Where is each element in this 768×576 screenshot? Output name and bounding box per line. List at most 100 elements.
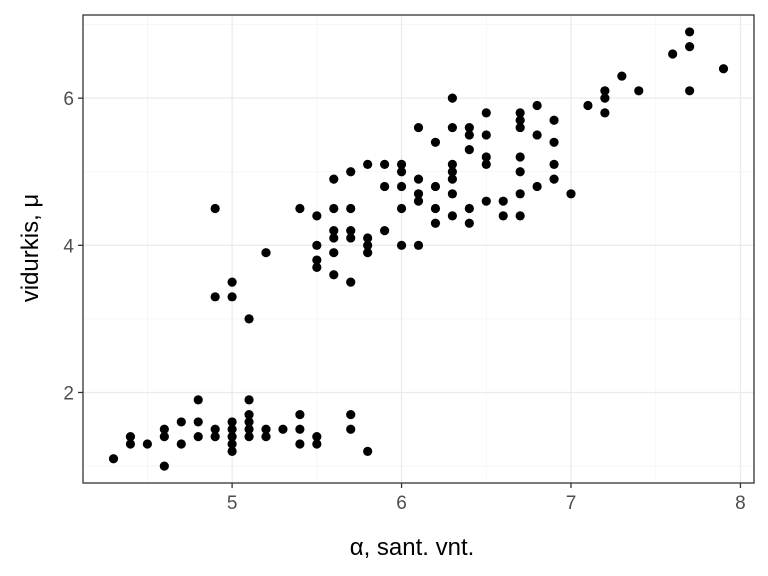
data-point	[396, 240, 407, 250]
data-point	[634, 86, 644, 96]
data-point	[464, 130, 474, 140]
data-point	[159, 432, 169, 442]
x-tick-label: 8	[735, 493, 746, 514]
y-tick-label: 4	[63, 236, 74, 257]
data-point	[363, 446, 373, 456]
x-tick-label: 7	[566, 493, 577, 514]
data-point	[396, 181, 407, 192]
data-point	[549, 115, 559, 125]
data-point	[481, 130, 491, 140]
data-point	[176, 439, 186, 449]
data-point	[312, 439, 322, 449]
data-point	[532, 130, 542, 140]
x-axis-title: α, sant. vnt.	[350, 534, 475, 561]
data-point	[413, 240, 424, 250]
y-tick-label: 2	[63, 383, 74, 404]
data-point	[600, 86, 610, 96]
data-point	[295, 424, 305, 434]
data-point	[210, 424, 220, 434]
data-point	[295, 409, 305, 420]
data-point	[363, 159, 373, 169]
data-point	[244, 417, 254, 427]
data-point	[363, 248, 373, 258]
data-point	[227, 439, 237, 449]
data-point	[464, 218, 474, 228]
data-point	[295, 439, 305, 449]
data-point	[515, 189, 525, 199]
data-point	[430, 137, 441, 147]
y-axis-title: vidurkis, μ	[17, 194, 44, 303]
data-point	[668, 49, 678, 59]
data-point	[159, 461, 169, 471]
data-point	[227, 424, 237, 434]
data-point	[617, 71, 627, 81]
data-point	[261, 424, 271, 434]
data-point	[515, 167, 525, 177]
data-point	[329, 203, 339, 214]
data-point	[549, 137, 559, 147]
data-point	[193, 417, 203, 427]
data-point	[447, 167, 457, 177]
data-point	[193, 395, 203, 405]
data-point	[346, 226, 356, 236]
data-point	[312, 262, 322, 272]
data-point	[227, 277, 237, 287]
data-point	[685, 27, 695, 37]
data-point	[481, 152, 491, 162]
data-point	[329, 248, 339, 258]
data-point	[329, 233, 339, 243]
data-point	[515, 152, 525, 162]
x-tick-label: 6	[396, 493, 407, 514]
data-point	[430, 218, 441, 228]
data-point	[142, 439, 152, 449]
data-point	[346, 167, 356, 177]
data-point	[532, 181, 542, 192]
data-point	[176, 417, 186, 427]
data-point	[261, 248, 271, 258]
data-point	[244, 395, 254, 405]
data-point	[498, 211, 508, 221]
data-point	[447, 211, 457, 221]
data-point	[718, 64, 729, 74]
data-point	[380, 159, 390, 169]
data-point	[312, 432, 322, 442]
data-point	[108, 454, 119, 464]
data-point	[346, 233, 356, 243]
data-point	[329, 174, 339, 184]
data-point	[396, 167, 407, 177]
data-point	[447, 93, 457, 103]
data-point	[413, 196, 424, 206]
data-point	[227, 417, 237, 427]
data-point	[227, 432, 237, 442]
data-point	[600, 108, 610, 118]
data-point	[430, 181, 441, 192]
data-point	[583, 100, 593, 111]
data-point	[515, 122, 525, 133]
data-point	[346, 409, 356, 420]
data-point	[515, 115, 525, 125]
data-point	[261, 432, 271, 442]
data-point	[380, 226, 390, 236]
data-point	[515, 108, 525, 118]
data-point	[295, 203, 305, 214]
data-point	[549, 174, 559, 184]
data-point	[396, 159, 407, 169]
data-point	[549, 159, 559, 169]
data-point	[193, 432, 203, 442]
x-tick-label: 5	[227, 493, 238, 514]
data-point	[685, 86, 695, 96]
data-point	[329, 270, 339, 280]
data-point	[244, 409, 254, 420]
data-points	[108, 27, 729, 471]
data-point	[413, 189, 424, 199]
data-point	[210, 432, 220, 442]
data-point	[244, 424, 254, 434]
data-point	[159, 424, 169, 434]
data-point	[515, 211, 525, 221]
plot-panel	[82, 14, 755, 484]
data-point	[210, 203, 220, 214]
data-point	[227, 446, 237, 456]
data-point	[346, 203, 356, 214]
data-point	[481, 159, 491, 169]
